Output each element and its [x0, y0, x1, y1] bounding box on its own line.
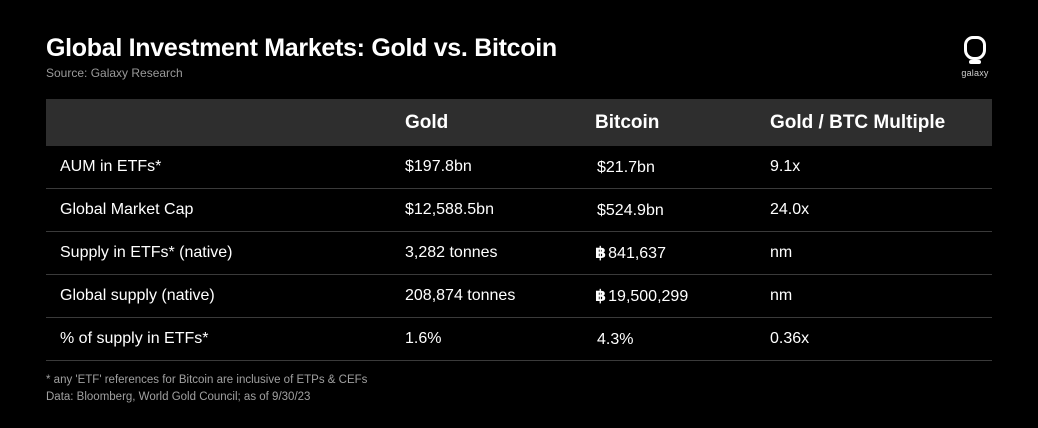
- gold-value: 208,874 tonnes: [405, 274, 595, 318]
- column-header-bitcoin: Bitcoin: [595, 99, 770, 146]
- column-header-gold: Gold: [405, 99, 595, 146]
- multiple-value: nm: [770, 231, 992, 275]
- table-row: Global supply (native) 208,874 tonnes ฿ 1…: [46, 274, 992, 318]
- table-row: Global Market Cap $12,588.5bn $524.9bn 2…: [46, 188, 992, 232]
- galaxy-logo-icon: [964, 36, 986, 64]
- table-header-row: Gold Bitcoin Gold / BTC Multiple: [46, 99, 992, 146]
- column-header-metric: [46, 99, 405, 146]
- bitcoin-amount: $21.7bn: [597, 159, 655, 176]
- row-label: Supply in ETFs* (native): [46, 231, 405, 275]
- comparison-table: Gold Bitcoin Gold / BTC Multiple AUM in …: [46, 99, 992, 361]
- gold-value: $12,588.5bn: [405, 188, 595, 232]
- row-label: AUM in ETFs*: [46, 146, 405, 189]
- row-label: Global supply (native): [46, 274, 405, 318]
- bitcoin-value: ฿ 19,500,299: [595, 274, 770, 318]
- multiple-value: 0.36x: [770, 317, 992, 361]
- gold-value: 3,282 tonnes: [405, 231, 595, 275]
- row-label: % of supply in ETFs*: [46, 317, 405, 361]
- multiple-value: 9.1x: [770, 146, 992, 189]
- gold-value: $197.8bn: [405, 146, 595, 189]
- multiple-value: 24.0x: [770, 188, 992, 232]
- bitcoin-value: 4.3%: [595, 317, 770, 361]
- bitcoin-amount: 841,637: [608, 245, 666, 262]
- table-row: % of supply in ETFs* 1.6% 4.3% 0.36x: [46, 317, 992, 361]
- gold-value: 1.6%: [405, 317, 595, 361]
- table-row: AUM in ETFs* $197.8bn $21.7bn 9.1x: [46, 146, 992, 189]
- multiple-value: nm: [770, 274, 992, 318]
- bitcoin-symbol-icon: ฿: [595, 286, 607, 305]
- bitcoin-amount: 19,500,299: [608, 288, 689, 305]
- galaxy-logo: galaxy: [958, 36, 992, 84]
- source-label: Source: Galaxy Research: [46, 66, 183, 80]
- page-title: Global Investment Markets: Gold vs. Bitc…: [46, 34, 557, 62]
- bitcoin-value: ฿ 841,637: [595, 231, 770, 275]
- table-row: Supply in ETFs* (native) 3,282 tonnes ฿ 8…: [46, 231, 992, 275]
- bitcoin-amount: $524.9bn: [597, 202, 664, 219]
- bitcoin-amount: 4.3%: [597, 331, 634, 348]
- row-label: Global Market Cap: [46, 188, 405, 232]
- data-source-footnote: Data: Bloomberg, World Gold Council; as …: [46, 391, 311, 403]
- bitcoin-value: $21.7bn: [595, 146, 770, 189]
- column-header-multiple: Gold / BTC Multiple: [770, 99, 992, 146]
- etf-footnote: * any 'ETF' references for Bitcoin are i…: [46, 374, 368, 386]
- bitcoin-symbol-icon: ฿: [595, 243, 607, 262]
- bitcoin-value: $524.9bn: [595, 188, 770, 232]
- logo-text: galaxy: [961, 68, 989, 78]
